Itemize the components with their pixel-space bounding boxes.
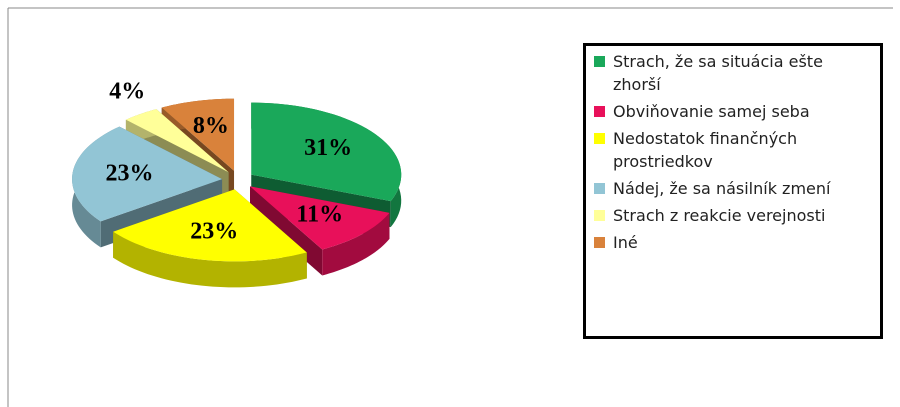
slice-top [251, 102, 402, 202]
slice-top [72, 126, 223, 222]
legend-item: Nádej, že sa násilník zmení [594, 177, 874, 200]
legend-swatch [594, 56, 605, 67]
slice-wall [322, 212, 390, 276]
slice-top [113, 189, 307, 262]
slice-top [125, 109, 229, 173]
legend-swatch [594, 210, 605, 221]
slice [113, 189, 307, 288]
data-label: 23% [190, 218, 238, 244]
slice-top [250, 186, 390, 250]
legend-swatch [594, 106, 605, 117]
slice-top [161, 98, 235, 171]
legend-label: Strach z reakcie verejnosti [613, 206, 826, 225]
legend-label: Nedostatok finančných prostriedkov [613, 129, 798, 171]
legend-label: Strach, že sa situácia ešte zhorší [613, 52, 823, 94]
legend-label: Obviňovanie samej seba [613, 102, 810, 121]
legend-swatch [594, 183, 605, 194]
data-label: 23% [105, 160, 153, 186]
legend-item: Iné [594, 231, 874, 254]
data-label: 31% [304, 135, 352, 161]
legend-item: Obviňovanie samej seba [594, 100, 874, 123]
data-label: 4% [109, 79, 145, 105]
legend-label: Iné [613, 233, 638, 252]
data-label: 11% [296, 201, 343, 227]
legend-item: Strach z reakcie verejnosti [594, 204, 874, 227]
legend-swatch [594, 237, 605, 248]
data-label: 8% [193, 113, 229, 139]
slice-wall [113, 231, 307, 288]
legend-swatch [594, 133, 605, 144]
legend-item: Nedostatok finančných prostriedkov [594, 127, 874, 173]
legend-label: Nádej, že sa násilník zmení [613, 179, 831, 198]
legend: Strach, že sa situácia ešte zhorší Obviňo… [583, 43, 883, 339]
legend-item: Strach, že sa situácia ešte zhorší [594, 50, 874, 96]
